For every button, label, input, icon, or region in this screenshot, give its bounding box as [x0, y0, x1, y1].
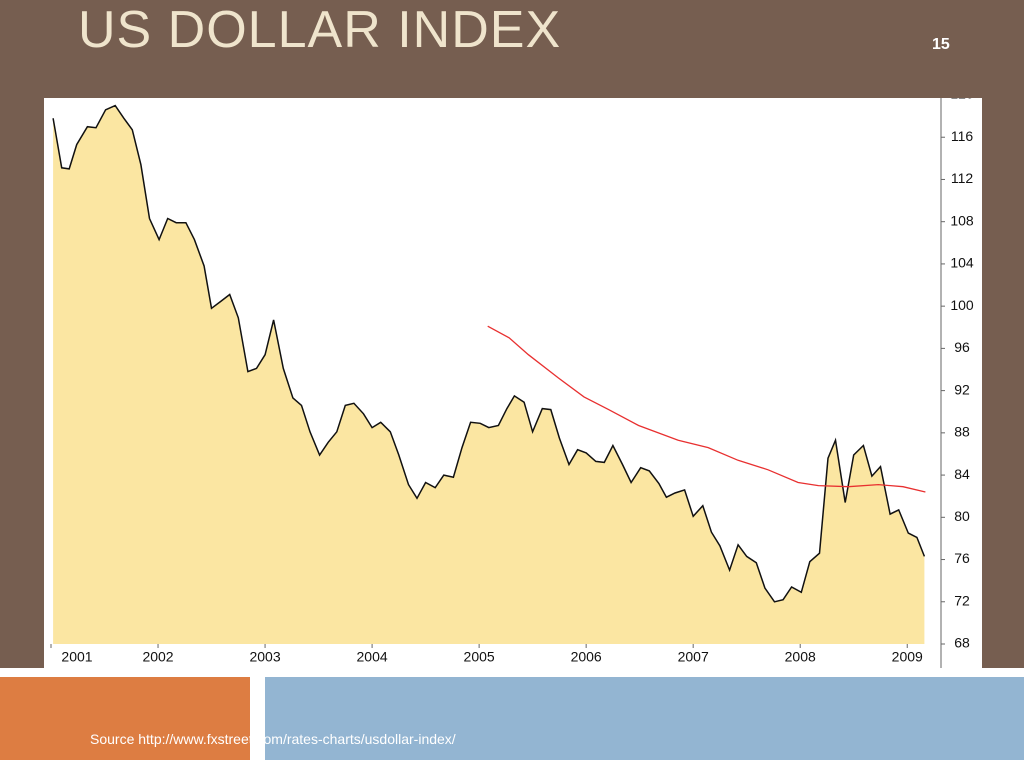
- y-tick-label: 68: [954, 635, 970, 651]
- source-note: Source http://www.fxstreet.com/rates-cha…: [90, 731, 456, 747]
- slide-title: US DOLLAR INDEX: [78, 1, 562, 59]
- x-tick-label: 2008: [785, 649, 816, 665]
- y-tick-label: 104: [950, 255, 974, 271]
- y-tick-label: 84: [954, 466, 970, 482]
- x-tick-label: 2001: [61, 649, 92, 665]
- y-tick-label: 116: [951, 128, 974, 144]
- x-tick-label: 2004: [357, 649, 388, 665]
- x-tick-label: 2007: [678, 649, 709, 665]
- y-tick-label: 108: [950, 212, 974, 228]
- x-tick-label: 2002: [142, 649, 173, 665]
- x-tick-label: 2003: [249, 649, 280, 665]
- area-line: [52, 104, 926, 603]
- chart: 68 72 76 80 84 88 92 96 100 104 108 112 116 120 2001 20…: [44, 98, 982, 668]
- y-tick-label: 120: [950, 98, 974, 102]
- footer-block: [0, 677, 250, 760]
- line: [487, 325, 926, 493]
- y-tick-label: 100: [950, 297, 974, 313]
- x-tick-label: 2005: [464, 649, 495, 665]
- y-tick-label: 92: [954, 381, 970, 397]
- y-tick-label: 76: [954, 550, 970, 566]
- x-tick-label: 2009: [892, 649, 923, 665]
- y-tick-label: 112: [951, 170, 974, 186]
- page-number: 15: [932, 36, 950, 53]
- y-tick-label: 88: [954, 424, 970, 440]
- area-fill: [53, 105, 925, 645]
- y-tick-label: 96: [954, 339, 970, 355]
- y-tick-label: 72: [954, 592, 970, 608]
- x-tick-label: 2006: [571, 649, 602, 665]
- y-tick-label: 80: [954, 508, 970, 524]
- footer-block: [265, 677, 1024, 760]
